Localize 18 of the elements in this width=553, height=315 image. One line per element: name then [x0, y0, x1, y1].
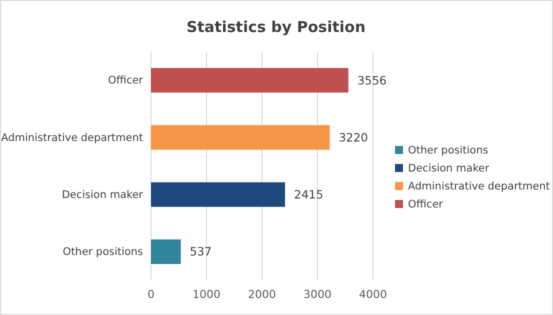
- legend-label: Decision maker: [408, 162, 490, 175]
- y-tick-label: Other positions: [62, 246, 143, 258]
- y-tick-label: Decision maker: [62, 188, 144, 201]
- x-tick-label: 0: [148, 288, 154, 301]
- x-tick-label: 1000: [192, 288, 220, 301]
- x-tick-label: 2000: [248, 288, 276, 301]
- data-label: 3556: [357, 73, 387, 88]
- legend-label: Administrative department: [408, 180, 550, 193]
- legend-label: Officer: [408, 198, 444, 211]
- data-label: 3220: [338, 130, 368, 144]
- data-label: 537: [190, 244, 212, 259]
- legend-label: Other positions: [408, 144, 488, 157]
- y-tick-label: Administrative department: [1, 132, 143, 144]
- data-label: 2415: [294, 188, 324, 202]
- y-tick-label: Officer: [108, 74, 144, 87]
- x-tick-label: 4000: [359, 288, 387, 301]
- x-tick-label: 3000: [304, 288, 332, 301]
- chart-title: Statistics by Position: [186, 18, 366, 36]
